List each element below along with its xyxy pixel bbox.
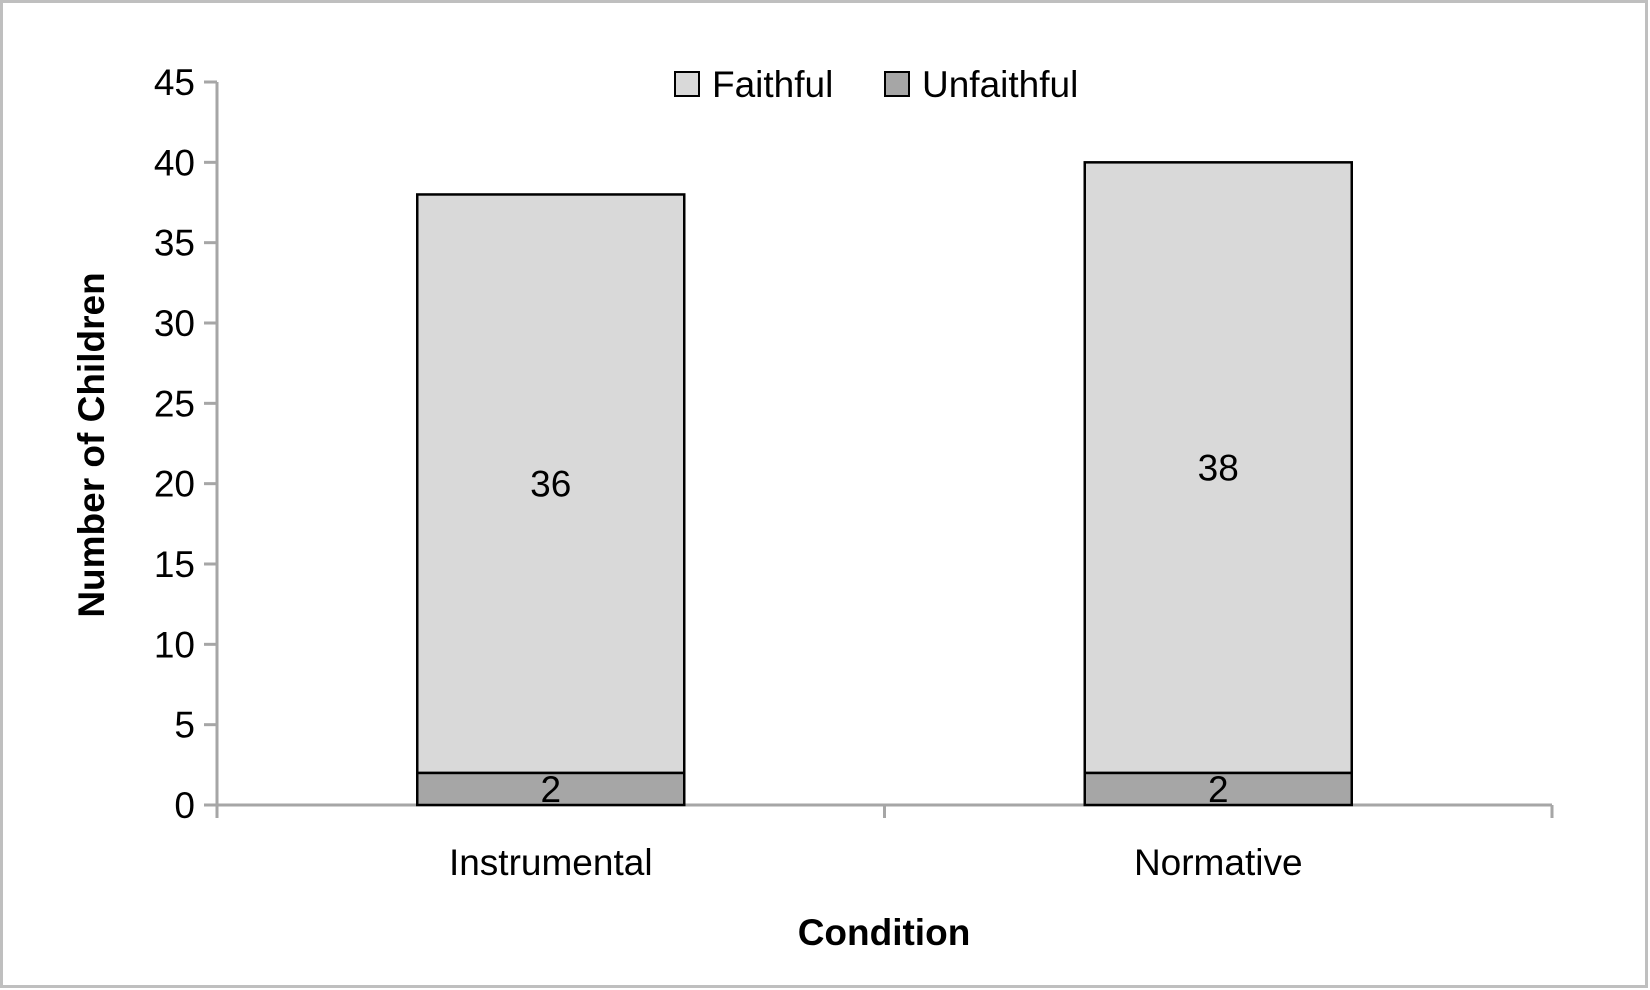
y-tick-label: 15 xyxy=(154,544,195,585)
y-tick-label: 25 xyxy=(154,383,195,424)
y-tick-label: 20 xyxy=(154,464,195,505)
data-label: 2 xyxy=(540,769,561,810)
legend-swatch-unfaithful xyxy=(884,71,910,97)
y-tick-label: 0 xyxy=(174,785,195,826)
data-label: 38 xyxy=(1198,448,1239,489)
x-tick-label: Normative xyxy=(1134,842,1303,883)
bar-segment-faithful xyxy=(1083,161,1353,775)
y-tick-label: 35 xyxy=(154,223,195,264)
y-tick-label: 40 xyxy=(154,142,195,183)
y-tick-label: 5 xyxy=(174,705,195,746)
y-tick-label: 10 xyxy=(154,624,195,665)
data-label: 2 xyxy=(1208,769,1229,810)
bars: 2 36 2 38 xyxy=(416,161,1353,810)
data-label: 36 xyxy=(530,464,571,505)
legend-label-faithful: Faithful xyxy=(712,64,833,105)
y-axis: 0 5 10 15 20 25 30 35 40 45 xyxy=(154,62,219,826)
y-tick-label: 30 xyxy=(154,303,195,344)
legend: Faithful Unfaithful xyxy=(674,64,1078,105)
x-axis-title: Condition xyxy=(798,912,971,953)
legend-swatch-faithful xyxy=(674,71,700,97)
y-tick-label: 45 xyxy=(154,62,195,103)
x-tick-label: Instrumental xyxy=(449,842,653,883)
legend-label-unfaithful: Unfaithful xyxy=(922,64,1078,105)
y-axis-title: Number of Children xyxy=(71,272,112,617)
bar-segment-faithful xyxy=(416,193,686,775)
